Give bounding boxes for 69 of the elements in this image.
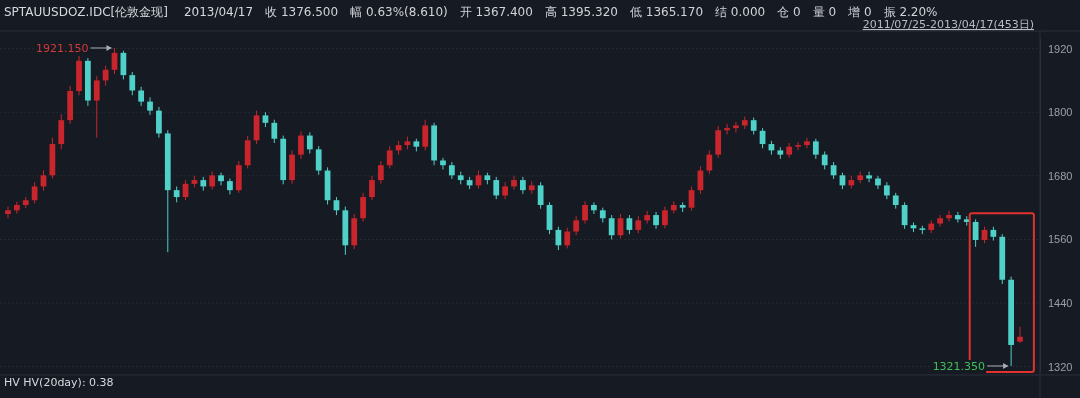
candlestick: [315, 145, 322, 176]
candlestick: [271, 119, 278, 144]
candlestick: [13, 201, 20, 214]
candlestick: [129, 71, 136, 96]
y-tick-label: 1320: [1048, 360, 1073, 373]
y-tick-label: 1440: [1048, 297, 1073, 310]
candlestick: [102, 65, 109, 87]
candlestick: [866, 171, 872, 183]
candlestick: [209, 171, 216, 191]
text: 量 0: [812, 5, 837, 19]
text: 仓 0: [777, 5, 801, 19]
candlestick: [306, 131, 313, 155]
candlestick: [954, 211, 961, 223]
candlestick: [138, 86, 145, 107]
candlestick: [626, 214, 633, 235]
chart-title: SPTAUUSDOZ.IDC[伦敦金现]: [4, 5, 168, 19]
text: 收 1376.500: [265, 5, 339, 19]
text: HV HV(20day): 0.38: [4, 376, 114, 389]
candlestick: [1017, 326, 1023, 344]
candlestick: [298, 130, 304, 160]
y-tick-label: 1680: [1048, 169, 1073, 182]
text: 结 0.000: [715, 5, 766, 19]
candlestick: [147, 96, 153, 116]
candlestick: [946, 210, 952, 222]
candlestick: [875, 175, 881, 190]
candlestick: [93, 75, 100, 139]
y-tick-label: 1800: [1048, 106, 1073, 119]
text: 低 1365.170: [629, 5, 704, 19]
candlestick: [31, 181, 38, 204]
candlestick: [733, 121, 739, 133]
candlestick: [156, 106, 162, 139]
candlestick: [422, 119, 429, 151]
candlestick: [564, 227, 571, 249]
annotation: 1921.150: [36, 41, 89, 55]
annotation: 1321.350: [932, 359, 986, 373]
candlestick: [573, 215, 580, 236]
text: 2013/04/17: [183, 5, 254, 19]
candlestick: [511, 175, 517, 191]
candlestick: [812, 138, 819, 160]
candlestick: [821, 150, 828, 170]
candlestick: [502, 181, 509, 200]
y-tick-label: 1560: [1048, 233, 1073, 246]
candlestick: [804, 137, 810, 149]
candlestick: [369, 175, 375, 201]
text: 幅 0.63%(8.610): [350, 5, 448, 19]
y-tick-label: 1920: [1048, 42, 1073, 55]
text: 高 1395.320: [544, 5, 618, 19]
text: 增 0: [847, 5, 872, 19]
candlestick: [706, 149, 713, 175]
text: 开 1367.400: [459, 5, 533, 19]
candlestick: [795, 141, 801, 151]
candlestick: [937, 214, 943, 228]
candlestick: [724, 123, 730, 135]
candlestick: [377, 160, 384, 185]
text: 振 2.20%: [883, 5, 938, 19]
candlestick: [608, 214, 615, 240]
candlestick: [5, 206, 11, 219]
candlestick: [493, 176, 500, 200]
candlestick: [386, 145, 393, 169]
candlestick: [360, 192, 366, 222]
chart-subtitle: 2011/07/25-2013/04/17(453日): [862, 18, 1034, 31]
candlestick: [662, 206, 668, 229]
candlestick: [537, 181, 544, 210]
candlestick: [218, 172, 224, 186]
candlestick: [591, 201, 597, 215]
candlestick: [440, 157, 446, 170]
candlestick: [972, 218, 979, 248]
candlestick: [582, 200, 588, 225]
candlestick: [58, 113, 65, 150]
